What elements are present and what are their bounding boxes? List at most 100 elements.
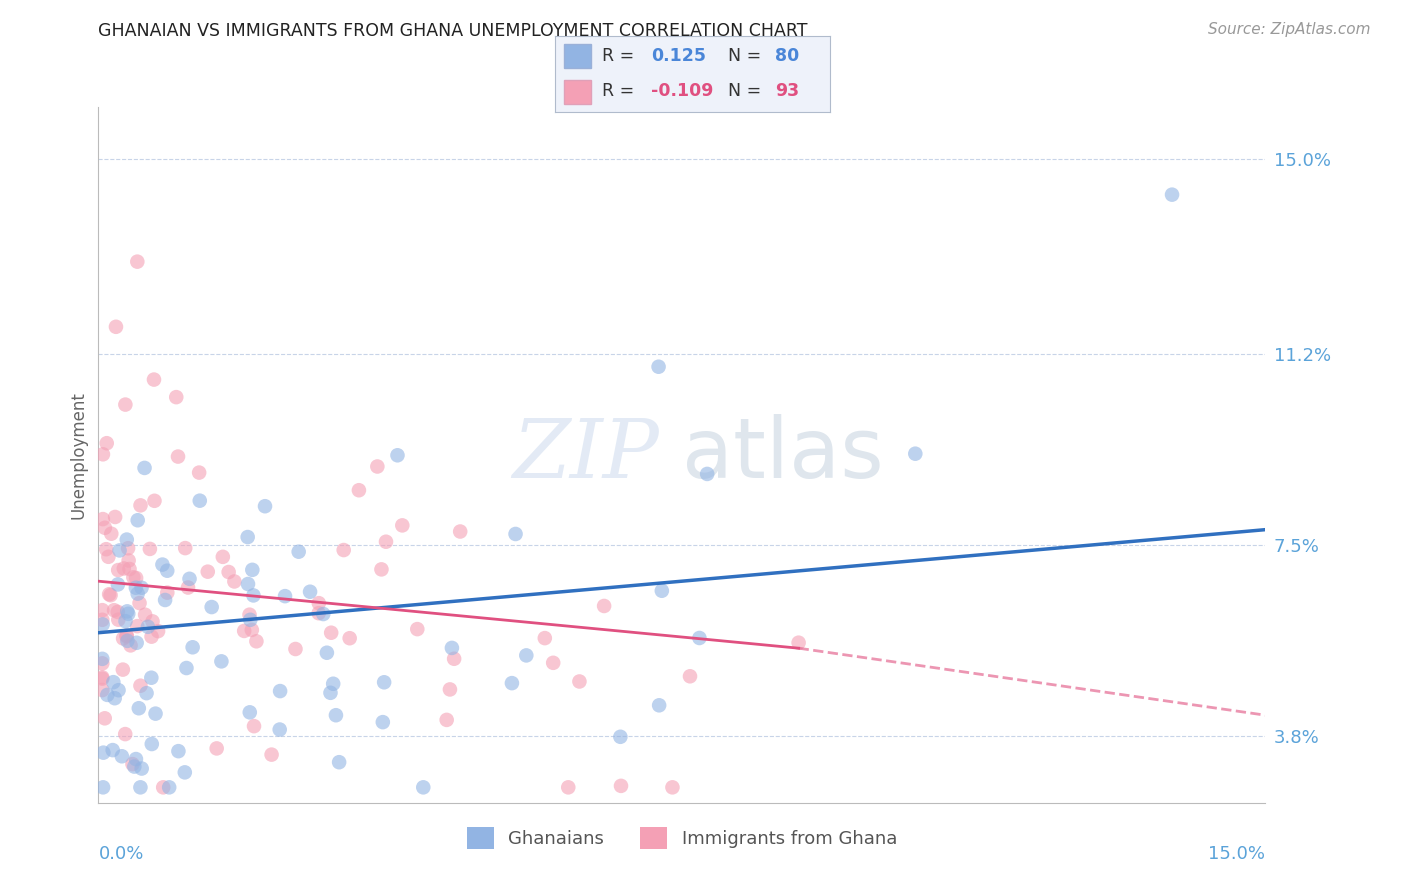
Point (146, 624, 169, 639)
Point (91, 603, 114, 617)
Point (373, 675, 395, 690)
Point (129, 499, 152, 513)
Point (141, 615, 163, 629)
Point (114, 727, 136, 741)
Point (93, 746, 115, 760)
Y-axis label: Unemployment: Unemployment (69, 391, 87, 519)
Point (322, 677, 344, 691)
Point (370, 562, 392, 576)
Point (141, 671, 163, 685)
Point (240, 563, 263, 577)
Point (188, 466, 211, 480)
FancyBboxPatch shape (564, 79, 591, 104)
Point (127, 513, 149, 527)
Point (260, 747, 283, 762)
Text: 93: 93 (775, 82, 799, 100)
Text: 0.0%: 0.0% (98, 845, 143, 863)
Point (135, 686, 157, 700)
Point (253, 500, 276, 514)
Point (236, 577, 259, 591)
Point (375, 534, 398, 549)
Point (91, 613, 114, 627)
Point (114, 614, 136, 628)
Point (332, 543, 354, 558)
Point (679, 669, 702, 683)
Point (128, 701, 150, 715)
Point (91, 617, 114, 632)
Point (143, 373, 166, 387)
Point (321, 625, 343, 640)
Point (439, 682, 461, 697)
Point (299, 584, 322, 599)
Point (117, 633, 139, 648)
Point (125, 581, 148, 595)
Point (131, 762, 153, 776)
Point (115, 604, 138, 618)
Point (533, 631, 555, 645)
Point (91, 672, 114, 686)
Text: GHANAIAN VS IMMIGRANTS FROM GHANA UNEMPLOYMENT CORRELATION CHART: GHANAIAN VS IMMIGRANTS FROM GHANA UNEMPL… (98, 22, 808, 40)
Point (440, 640, 463, 655)
Point (127, 619, 149, 633)
Point (308, 606, 330, 620)
Point (115, 629, 138, 643)
Point (188, 493, 211, 508)
Point (91, 670, 114, 684)
Point (412, 780, 434, 795)
Point (239, 706, 262, 720)
Text: Source: ZipAtlas.com: Source: ZipAtlas.com (1208, 22, 1371, 37)
Point (181, 640, 204, 655)
Point (284, 642, 307, 657)
Point (443, 652, 465, 666)
Point (129, 780, 152, 795)
Point (501, 676, 523, 690)
Point (648, 698, 671, 713)
Point (406, 622, 429, 636)
Point (104, 691, 127, 706)
Point (117, 607, 139, 621)
Point (328, 755, 350, 769)
Text: 0.125: 0.125 (651, 47, 706, 65)
Text: N =: N = (728, 82, 761, 100)
Point (787, 635, 810, 649)
Point (315, 646, 337, 660)
Point (391, 518, 413, 533)
Point (136, 620, 159, 634)
Text: R =: R = (602, 47, 634, 65)
Point (201, 600, 224, 615)
Point (152, 558, 174, 572)
Point (308, 596, 330, 610)
Point (156, 564, 179, 578)
Point (176, 661, 198, 675)
Point (104, 510, 127, 524)
Point (541, 656, 564, 670)
Point (287, 544, 309, 558)
Point (661, 780, 683, 795)
Point (339, 631, 361, 645)
Point (107, 605, 129, 619)
Point (505, 527, 527, 541)
Point (94, 521, 117, 535)
Point (128, 596, 150, 610)
Point (120, 639, 142, 653)
Point (125, 752, 148, 766)
Point (114, 398, 136, 412)
Point (98, 587, 121, 601)
Text: -0.109: -0.109 (651, 82, 714, 100)
Point (145, 706, 167, 721)
Point (121, 757, 143, 772)
Point (118, 562, 141, 576)
Point (218, 565, 240, 579)
Point (387, 448, 409, 462)
Point (245, 634, 267, 648)
Point (111, 749, 134, 764)
Text: N =: N = (728, 47, 761, 65)
Point (312, 607, 335, 621)
Point (134, 607, 156, 622)
Point (103, 675, 125, 690)
Point (103, 603, 125, 617)
Point (696, 467, 718, 481)
Point (568, 674, 591, 689)
Point (91, 447, 114, 461)
Point (101, 743, 124, 757)
